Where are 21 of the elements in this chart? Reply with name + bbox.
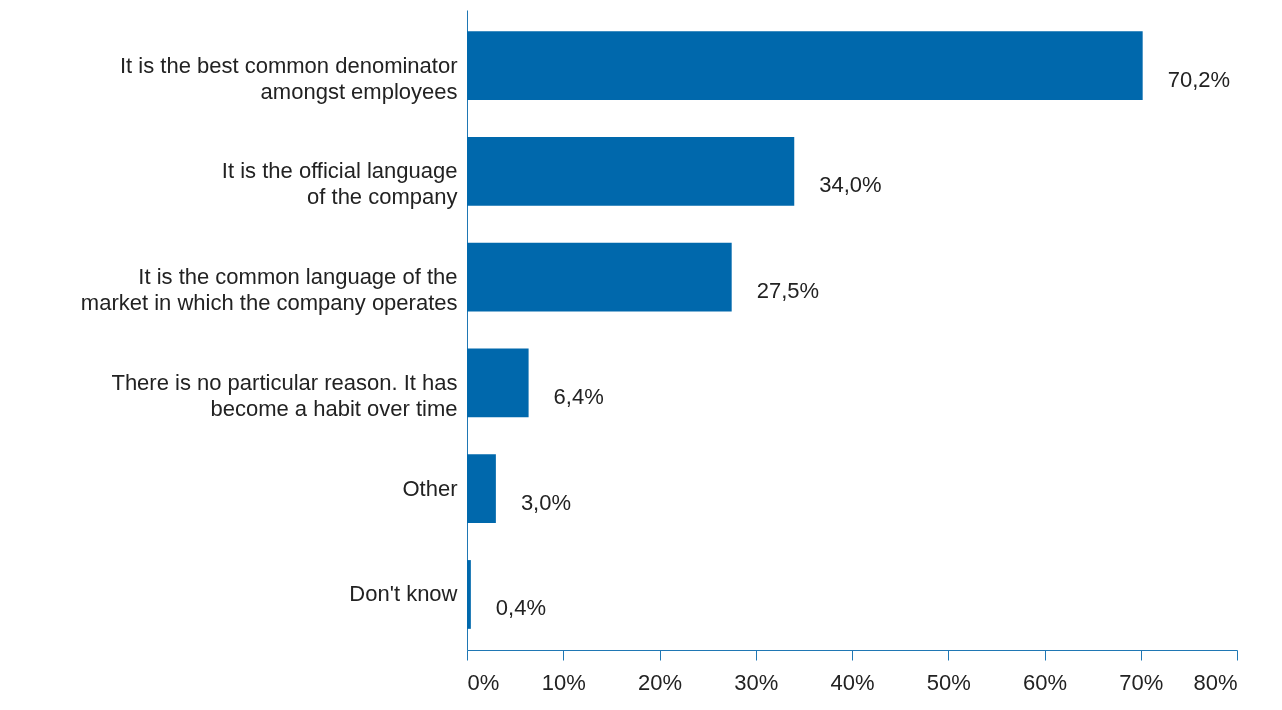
data-label: 3,0%	[520, 489, 572, 515]
y-tick-label: Other	[402, 475, 458, 501]
data-label: 6,4%	[553, 383, 604, 409]
y-tick-label: It is the common language of the market in which the company operates	[80, 264, 458, 316]
x-tick-label: 80%	[1193, 669, 1238, 695]
x-tick-label: 30%	[734, 669, 779, 695]
y-tick-label: Don't know	[349, 581, 458, 607]
y-tick-label: It is the official language of the company	[221, 158, 458, 210]
y-tick-label: There is no particular reason. It has become a habit over time	[111, 369, 458, 421]
x-tick-label: 70%	[1119, 669, 1164, 695]
data-label: 27,5%	[756, 278, 820, 304]
x-tick-label: 50%	[926, 669, 971, 695]
data-label: 0,4%	[495, 595, 547, 621]
data-label: 34,0%	[819, 172, 882, 198]
x-tick-label: 0%	[467, 669, 500, 695]
x-tick-label: 40%	[830, 669, 875, 695]
x-tick-label: 60%	[1022, 669, 1068, 695]
x-tick-label: 10%	[541, 669, 586, 695]
x-tick-label: 20%	[637, 669, 683, 695]
y-tick-label: It is the best common denominator amongst employees	[120, 52, 458, 104]
data-label: 70,2%	[1167, 66, 1231, 92]
